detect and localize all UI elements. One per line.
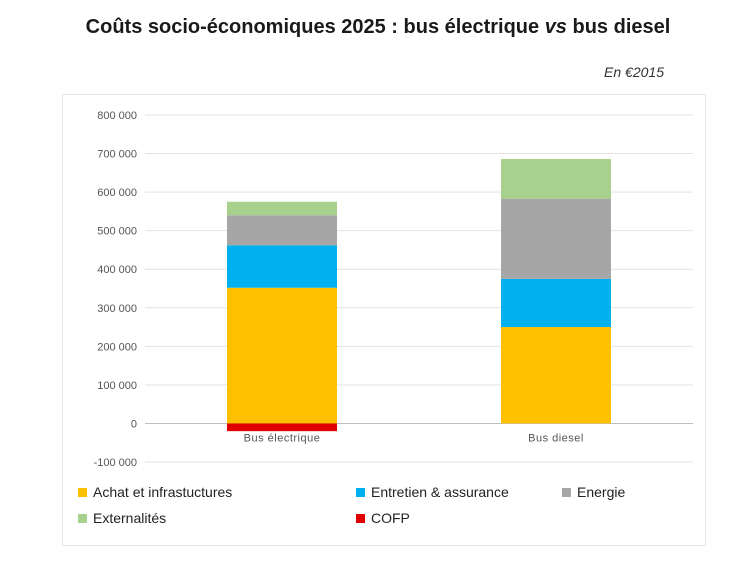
bar-segment [501, 327, 611, 424]
legend-label: COFP [371, 510, 410, 526]
y-tick-label: 500 000 [97, 226, 137, 238]
bar-chart: -100 000 0 100 000 200 000 300 000 400 000 500… [94, 110, 693, 469]
bar-segment [227, 201, 337, 216]
title-text-after: bus diesel [566, 16, 671, 38]
legend-label: Energie [577, 484, 626, 500]
bar-segment [227, 423, 337, 432]
y-tick-label: 0 [131, 418, 137, 430]
y-tick-label: 100 000 [97, 380, 137, 392]
y-tick-label: 200 000 [97, 341, 137, 353]
bar-segment [501, 278, 611, 328]
y-tick-label: -100 000 [94, 457, 137, 469]
bar-segment [227, 287, 337, 424]
legend-label: Entretien & assurance [371, 484, 509, 500]
legend-swatch [78, 487, 87, 497]
legend-swatch [356, 513, 365, 523]
title-text-italic: vs [544, 16, 567, 38]
legend-item: Externalités [78, 510, 166, 526]
title-text-before: Coûts socio-économiques 2025 : bus élect… [85, 16, 545, 38]
y-tick-label: 800 000 [97, 110, 137, 122]
x-category-label: Bus diesel [528, 432, 584, 444]
x-category-label: Bus électrique [244, 432, 321, 444]
unit-label: En €2015 [604, 64, 664, 80]
y-tick-label: 400 000 [97, 264, 137, 276]
legend-item: Entretien & assurance [356, 484, 509, 500]
legend-item: Energie [562, 484, 625, 500]
bar-segment [227, 215, 337, 246]
legend-item: Achat et infrastuctures [78, 484, 232, 500]
chart-area: -100 000 0 100 000 200 000 300 000 400 000 500… [62, 94, 706, 546]
bar-segment [227, 245, 337, 288]
bar-segment [501, 198, 611, 279]
chart-title: Coûts socio-économiques 2025 : bus élect… [0, 16, 756, 39]
bar-segment [501, 158, 611, 199]
legend-label: Externalités [93, 510, 167, 526]
y-tick-label: 300 000 [97, 303, 137, 315]
y-tick-label: 600 000 [97, 187, 137, 199]
legend-swatch [356, 487, 365, 497]
legend-swatch [78, 513, 87, 523]
legend-label: Achat et infrastuctures [93, 484, 233, 500]
legend-item: COFP [356, 510, 410, 526]
y-tick-label: 700 000 [97, 149, 137, 161]
legend-swatch [562, 487, 571, 497]
